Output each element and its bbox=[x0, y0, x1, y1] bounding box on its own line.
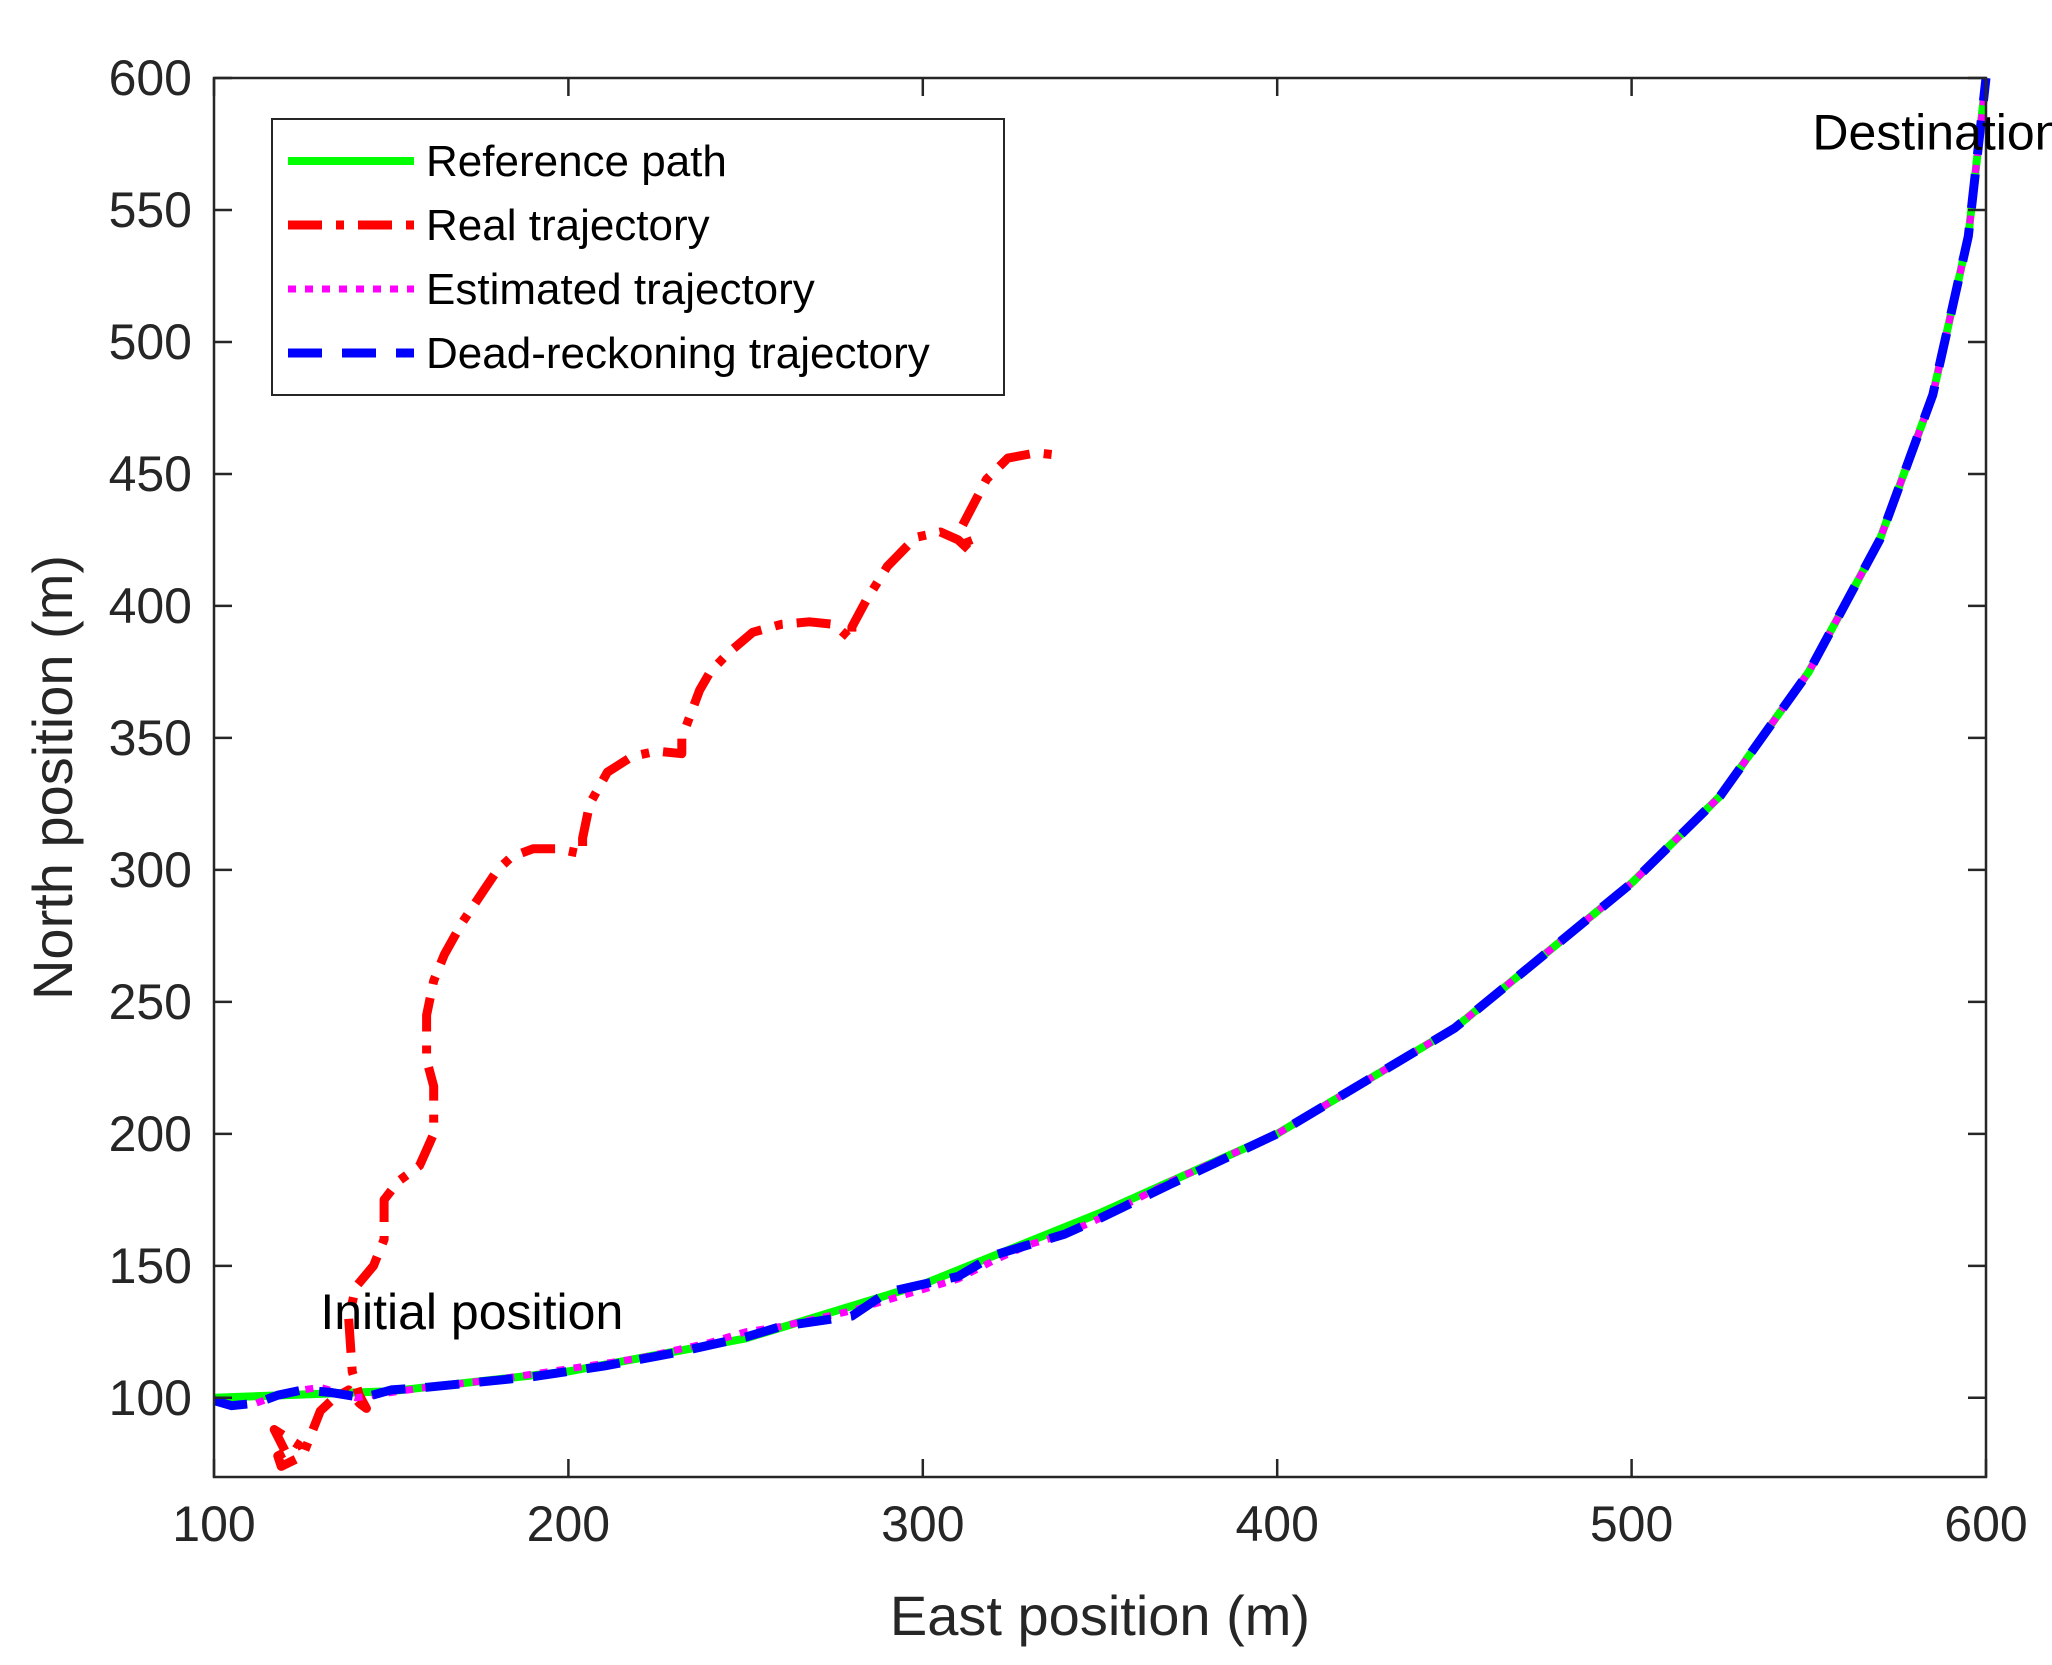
y-tick-label: 200 bbox=[109, 1106, 192, 1162]
series-layer bbox=[212, 77, 1991, 1471]
x-tick-label: 100 bbox=[172, 1496, 255, 1552]
x-tick-label: 200 bbox=[527, 1496, 610, 1552]
y-tick-label: 550 bbox=[109, 182, 192, 238]
y-tick-label: 450 bbox=[109, 446, 192, 502]
y-tick-label: 500 bbox=[109, 314, 192, 370]
legend-entry: Estimated trajectory bbox=[426, 265, 815, 314]
plot-frame bbox=[212, 76, 1988, 1479]
y-tick-label: 150 bbox=[109, 1238, 192, 1294]
legend-entry: Reference path bbox=[426, 137, 727, 186]
annotation-layer: Destination Initial position bbox=[320, 104, 2052, 1340]
x-axis-label: East position (m) bbox=[890, 1584, 1310, 1647]
x-tick-label: 600 bbox=[1944, 1496, 2027, 1552]
legend-entry: Real trajectory bbox=[426, 201, 710, 250]
y-tick-label: 250 bbox=[109, 974, 192, 1030]
y-tick-label: 400 bbox=[109, 578, 192, 634]
series-line-2 bbox=[269, 448, 1062, 1471]
y-tick-label: 300 bbox=[109, 842, 192, 898]
x-tick-label: 500 bbox=[1590, 1496, 1673, 1552]
tick-layer: 100 200 300 400 500 600 100 150 200 250 300 350 400 4… bbox=[109, 50, 2028, 1552]
y-tick-label: 350 bbox=[109, 710, 192, 766]
annotation: Destination bbox=[1812, 104, 2052, 160]
legend: Reference path Real trajectory Estimated t… bbox=[271, 118, 1005, 396]
legend-entry: Dead-reckoning trajectory bbox=[426, 329, 930, 378]
y-tick-label: 600 bbox=[109, 50, 192, 106]
x-tick-label: 400 bbox=[1235, 1496, 1318, 1552]
series-line-4 bbox=[212, 77, 1991, 1411]
y-tick-label: 100 bbox=[109, 1370, 192, 1426]
annotation: Initial position bbox=[320, 1284, 623, 1340]
y-axis-label: North position (m) bbox=[21, 555, 84, 1000]
x-tick-label: 300 bbox=[881, 1496, 964, 1552]
